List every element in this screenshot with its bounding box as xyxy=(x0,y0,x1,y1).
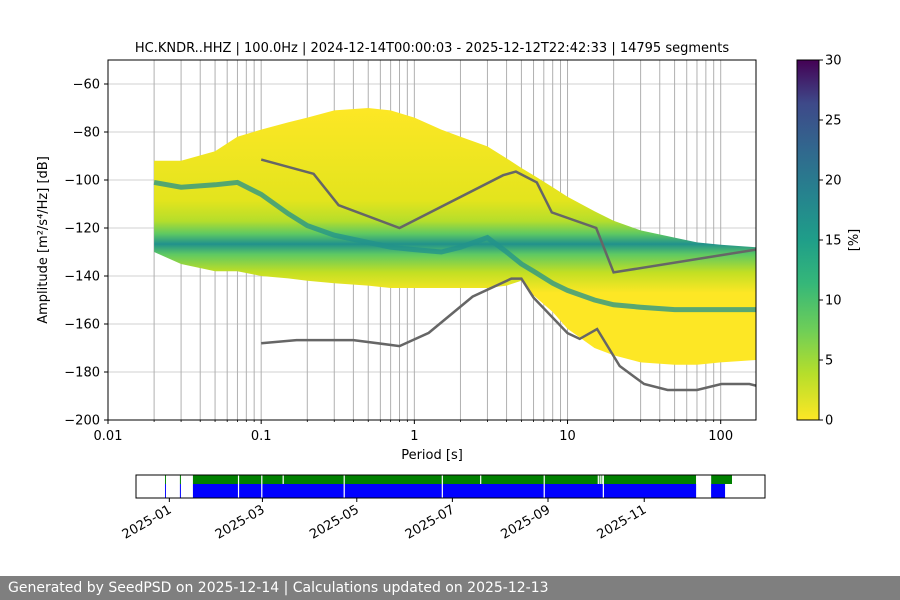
x-tick-label: 0.01 xyxy=(94,429,123,444)
x-axis: 0.01 0.1 1 10 100 xyxy=(94,420,733,444)
y-axis: −200 −180 −160 −140 −120 −100 −80 −60 xyxy=(64,78,108,429)
y-tick-label: −140 xyxy=(64,270,100,285)
noise-model-lines xyxy=(260,158,756,392)
uncovered-segment xyxy=(732,475,765,498)
x-tick-label: 10 xyxy=(559,429,576,444)
gap-segment xyxy=(179,475,181,484)
colorbar-tick-label: 20 xyxy=(825,174,842,189)
gap-segment xyxy=(192,475,697,484)
date-tick-label: 2025-09 xyxy=(498,502,553,542)
footer: Generated by SeedPSD on 2025-12-14 | Cal… xyxy=(0,576,900,600)
gap-segment xyxy=(711,475,733,484)
nlnm-line xyxy=(261,277,756,392)
psd-mode-line xyxy=(153,179,756,313)
colorbar-tick-label: 10 xyxy=(825,294,842,309)
y-tick-label: −200 xyxy=(64,414,100,429)
colorbar-tick-label: 15 xyxy=(825,234,842,249)
x-tick-label: 0.1 xyxy=(251,429,272,444)
colorbar-tick-label: 25 xyxy=(825,114,842,129)
date-tick-label: 2025-01 xyxy=(120,502,175,542)
y-tick-label: −160 xyxy=(64,318,100,333)
colorbar-tick-label: 5 xyxy=(825,354,833,369)
date-tick-label: 2025-03 xyxy=(213,502,268,542)
ppsd-chart: HC.KNDR..HHZ | 100.0Hz | 2024-12-14T00:0… xyxy=(36,41,862,543)
plot-frame xyxy=(107,59,757,421)
colorbar xyxy=(796,59,820,421)
data-segment xyxy=(164,484,166,498)
x-tick-label: 1 xyxy=(410,429,418,444)
data-segment xyxy=(192,484,726,498)
colorbar-axis: 0 5 10 15 20 25 30 xyxy=(819,54,842,429)
colorbar-label: [%] xyxy=(847,229,862,252)
psd-distribution-band xyxy=(154,108,756,365)
y-tick-label: −120 xyxy=(64,222,100,237)
y-tick-label: −80 xyxy=(73,126,100,141)
x-axis-label: Period [s] xyxy=(401,448,463,463)
date-tick-label: 2025-11 xyxy=(595,502,650,542)
chart-title: HC.KNDR..HHZ | 100.0Hz | 2024-12-14T00:0… xyxy=(135,41,730,56)
date-tick-label: 2025-07 xyxy=(403,502,458,542)
colorbar-tick-label: 0 xyxy=(825,414,833,429)
y-tick-label: −180 xyxy=(64,366,100,381)
nhnm-line xyxy=(260,158,756,274)
y-tick-label: −60 xyxy=(73,78,100,93)
colorbar-tick-label: 30 xyxy=(825,54,842,69)
uncovered-segment xyxy=(696,475,712,498)
x-tick-label: 100 xyxy=(708,429,733,444)
y-tick-label: −100 xyxy=(64,174,100,189)
y-axis-label: Amplitude [m²/s⁴/Hz] [dB] xyxy=(36,156,51,324)
gap-segment xyxy=(164,475,166,484)
availability-frame xyxy=(135,474,766,499)
data-segment xyxy=(179,484,181,498)
availability-bar: 2025-01 2025-03 2025-05 2025-07 2025-09 2025-… xyxy=(120,474,766,543)
date-tick-label: 2025-05 xyxy=(307,502,362,542)
